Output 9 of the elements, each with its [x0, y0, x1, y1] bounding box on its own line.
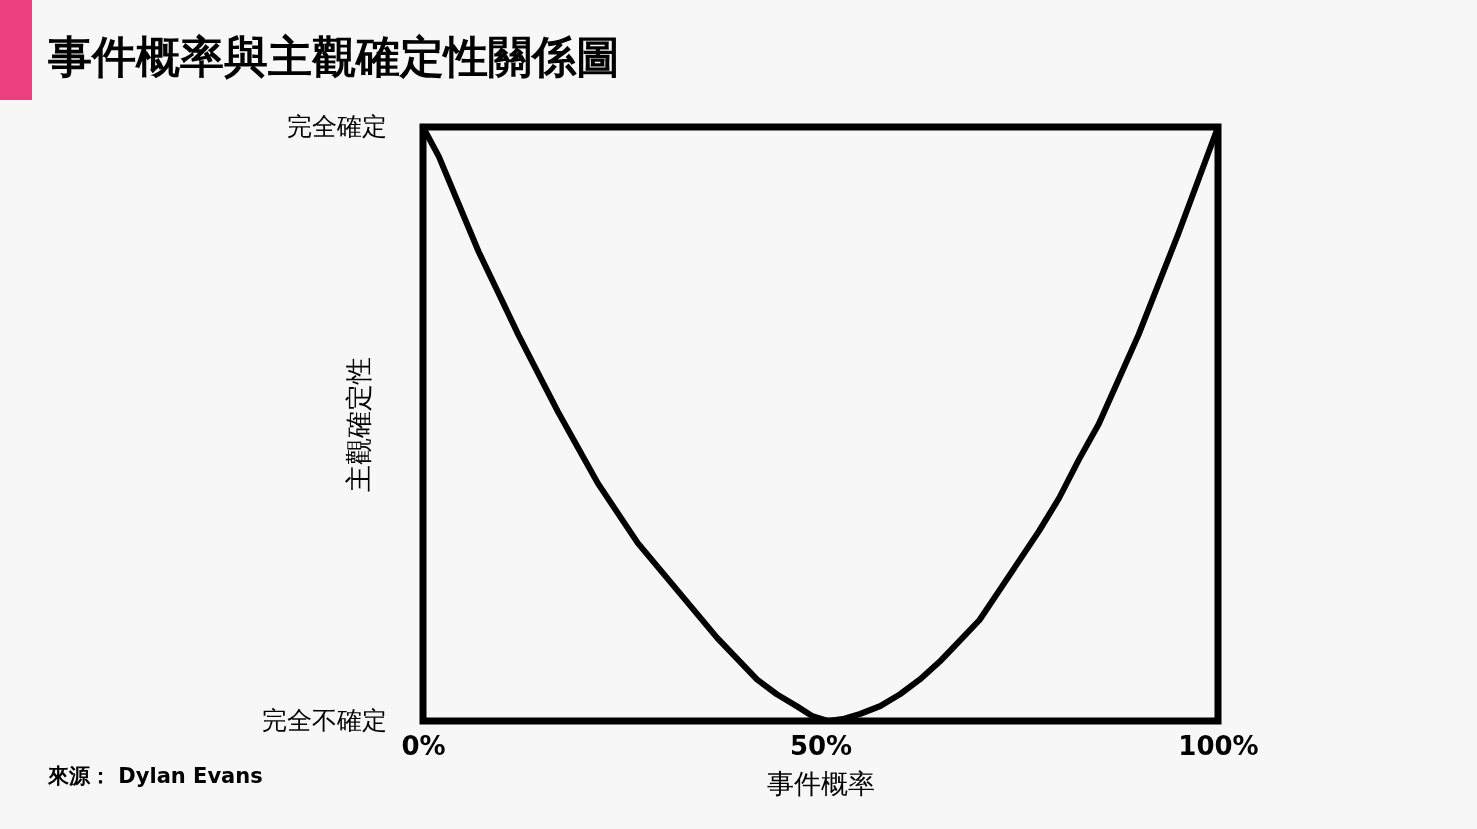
x-tick-label: 0% [401, 730, 446, 761]
chart-title: 事件概率與主觀確定性關係圖 [48, 30, 620, 84]
x-tick-label: 50% [789, 730, 853, 761]
y-axis-title: 主觀確定性 [342, 357, 374, 492]
text: 來源： Dylan Evans [48, 763, 263, 790]
text: 完全確定 [287, 112, 387, 141]
x-axis-title: 事件概率 [767, 767, 875, 799]
text: 完全不確定 [262, 706, 387, 735]
x-tick-label: 100% [1178, 730, 1259, 761]
